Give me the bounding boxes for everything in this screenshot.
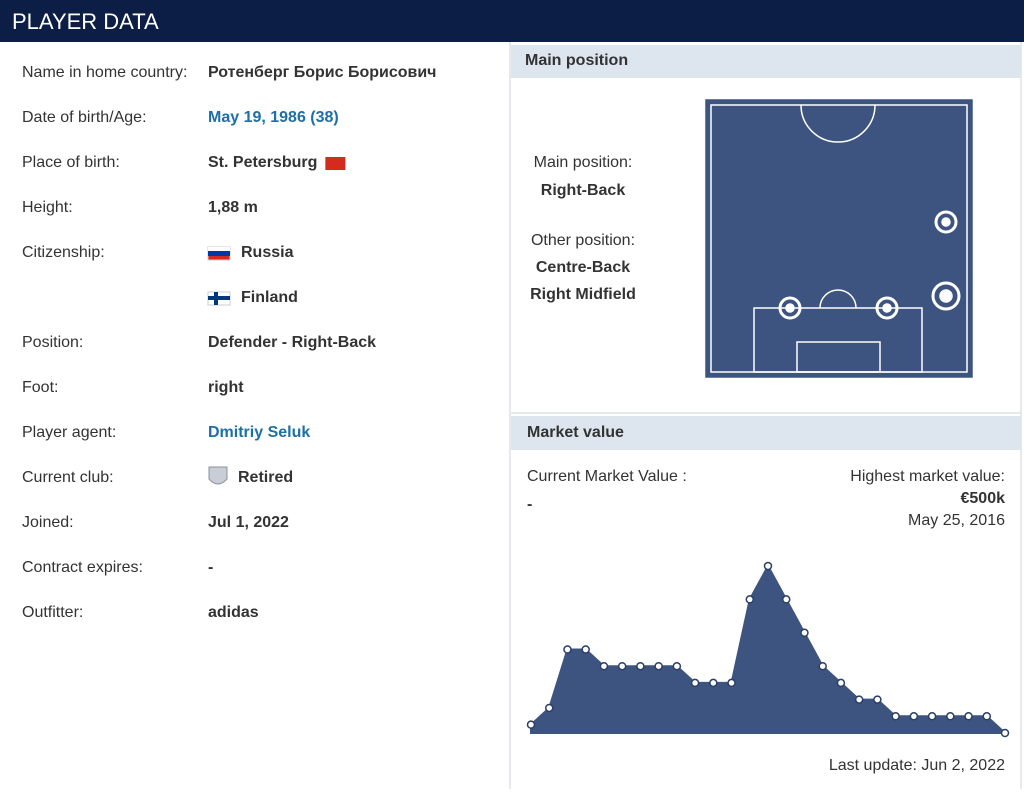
label: Main position: [534,154,633,171]
other-position: Right Midfield [530,286,636,303]
info-value[interactable]: Dmitriy Seluk [208,424,310,441]
info-label: Place of birth: [22,154,120,171]
label: Other position: [531,232,635,249]
market-value-point[interactable] [727,678,736,688]
market-value-point[interactable] [891,712,900,721]
label: Current Market Value : [527,468,687,485]
flag [208,251,230,256]
market-value-point[interactable] [818,661,827,671]
flag [214,292,218,305]
info-value: right [208,379,244,396]
market-value-point[interactable] [836,678,846,688]
market-value-point[interactable] [526,720,536,729]
market-value-point[interactable] [909,712,919,721]
info-value: - [208,559,213,576]
flag [325,157,346,170]
market-value-point[interactable] [964,712,973,721]
info-value: Ротенберг Борис Борисович [208,64,436,81]
market-value-point[interactable] [563,645,572,654]
market-value-point[interactable] [763,561,773,571]
section-title: Main position [525,52,628,69]
info-value: Finland [241,289,298,306]
market-value-point[interactable] [781,595,791,604]
main-position: Right-Back [541,182,626,199]
info-label: Player agent: [22,424,116,441]
section-title: Market value [527,424,624,441]
highest-date: May 25, 2016 [908,512,1005,529]
last-update: Last update: Jun 2, 2022 [829,757,1005,774]
info-label: Contract expires: [22,559,143,576]
info-value: Russia [241,244,294,261]
market-value-point[interactable] [709,678,718,688]
info-label: Foot: [22,379,58,396]
info-value: St. Petersburg [208,154,317,171]
market-value-point[interactable] [800,628,809,638]
info-label: Outfitter: [22,604,83,621]
info-label: Joined: [22,514,74,531]
other-position: Centre-Back [536,259,630,276]
market-value-point[interactable] [636,661,645,671]
market-value-point[interactable] [873,695,882,704]
current-value: - [527,496,532,513]
club-icon [208,466,228,485]
label: Highest market value: [850,468,1005,485]
info-label: Name in home country: [22,64,187,81]
market-value-point[interactable] [927,712,937,721]
info-value: Defender - Right-Back [208,334,376,351]
info-label: Height: [22,199,73,216]
market-value-point[interactable] [544,703,554,713]
info-label: Date of birth/Age: [22,109,147,126]
market-value-point[interactable] [982,712,992,721]
section-bar [511,416,1021,450]
info-label: Citizenship: [22,244,105,261]
market-value-point[interactable] [854,695,864,704]
header-bar [0,0,1024,42]
market-value-point[interactable] [581,645,590,654]
market-value-point[interactable] [617,661,627,671]
info-value: Retired [238,469,293,486]
highest-value: €500k [961,490,1006,507]
info-value: Jul 1, 2022 [208,514,289,531]
section-bar [511,45,1021,78]
pitch [705,99,973,378]
flag [208,296,230,300]
market-value-point[interactable] [946,712,955,721]
market-value-area [530,563,1008,734]
info-value: 1,88 m [208,199,258,216]
market-value-point[interactable] [672,661,682,671]
info-value: adidas [208,604,259,621]
market-value-point[interactable] [654,661,663,671]
header-title: PLAYER DATA [12,9,159,34]
info-value[interactable]: May 19, 1986 (38) [208,109,339,126]
market-value-point[interactable] [599,661,609,671]
market-value-point[interactable] [1000,728,1010,738]
info-label: Current club: [22,469,114,486]
info-label: Position: [22,334,83,351]
market-value-point[interactable] [690,678,700,688]
market-value-point[interactable] [745,595,755,604]
flag [208,247,230,251]
